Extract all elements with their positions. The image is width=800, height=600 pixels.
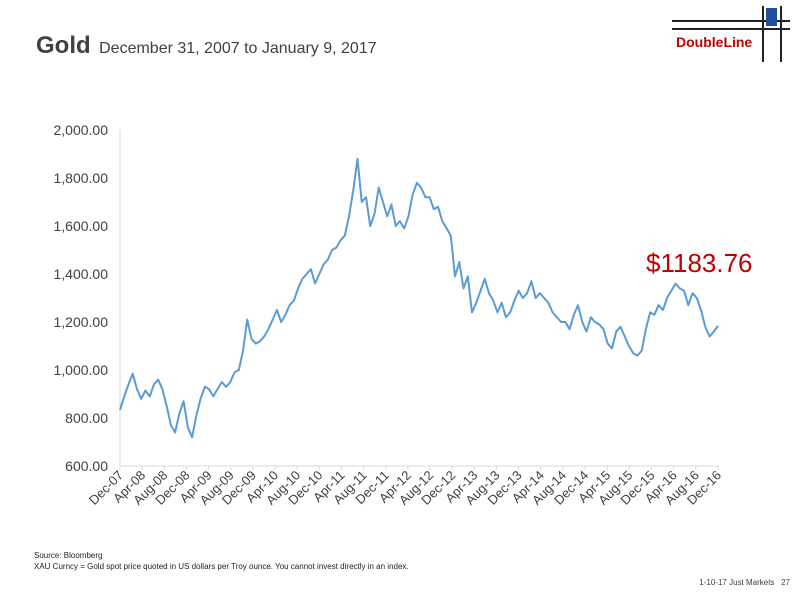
y-axis: 600.00 800.00 1,000.00 1,200.00 1,400.00 1,60… [54,122,121,474]
footer-notes: Source: Bloomberg XAU Curncy = Gold spot… [34,550,409,572]
logo-rule-right [780,6,782,62]
y-tick-label: 1,600.00 [54,218,109,234]
title-main: Gold [36,32,91,59]
index-disclaimer: XAU Curncy = Gold spot price quoted in U… [34,562,409,571]
last-price-annotation: $1183.76 [646,248,753,278]
page-number-value: 27 [781,578,790,587]
page-label: 1-10-17 Just Markets [699,578,775,587]
chart-title: Gold December 31, 2007 to January 9, 201… [36,32,377,60]
source-note: Source: Bloomberg [34,551,103,560]
gold-price-line [119,157,719,439]
y-tick-label: 1,200.00 [54,314,109,330]
logo-text: DoubleLine [676,34,753,50]
y-tick-label: 1,400.00 [54,266,109,282]
plot-area [119,157,719,439]
y-tick-label: 600.00 [65,458,108,474]
x-axis: Dec-07Apr-08Aug-08Dec-08Apr-09Aug-09Dec-… [86,465,724,508]
y-tick-label: 1,000.00 [54,362,109,378]
doubleline-logo: DoubleLine [668,6,792,64]
title-subtitle: December 31, 2007 to January 9, 2017 [99,40,377,57]
y-tick-label: 800.00 [65,410,108,426]
page-number: 1-10-17 Just Markets 27 [699,578,790,587]
logo-blue-block [766,8,777,26]
logo-rule-middle [672,28,790,30]
y-tick-label: 1,800.00 [54,170,109,186]
y-tick-label: 2,000.00 [54,122,109,138]
logo-rule-left [762,6,764,62]
logo-rule-top [672,20,790,22]
